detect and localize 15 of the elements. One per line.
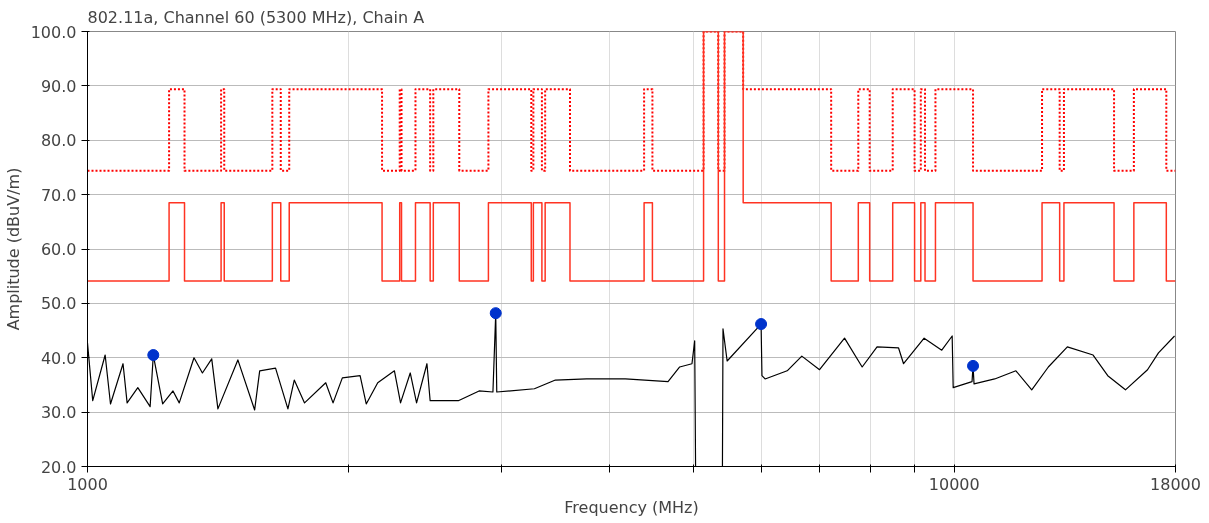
y-tick-label: 50.0 (40, 294, 77, 314)
x-tick-label: 18000 (1150, 474, 1201, 494)
y-tick-label: 100.0 (30, 22, 77, 42)
y-tick-label: 20.0 (40, 457, 77, 477)
y-tick-label: 70.0 (40, 185, 77, 205)
chart-title: 802.11a, Channel 60 (5300 MHz), Chain A (87, 7, 425, 27)
x-axis-title: Frequency (MHz) (564, 497, 699, 517)
x-tick-label: 1000 (67, 474, 108, 494)
y-tick-label: 60.0 (40, 240, 77, 259)
y-tick-label: 30.0 (40, 403, 77, 423)
y-tick-label: 80.0 (40, 131, 77, 151)
y-tick-label: 90.0 (40, 76, 77, 96)
x-tick-label: 10000 (928, 474, 980, 494)
y-axis-title: Amplitude (dBuV/m) (3, 167, 23, 331)
y-tick-label: 40.0 (40, 348, 77, 368)
